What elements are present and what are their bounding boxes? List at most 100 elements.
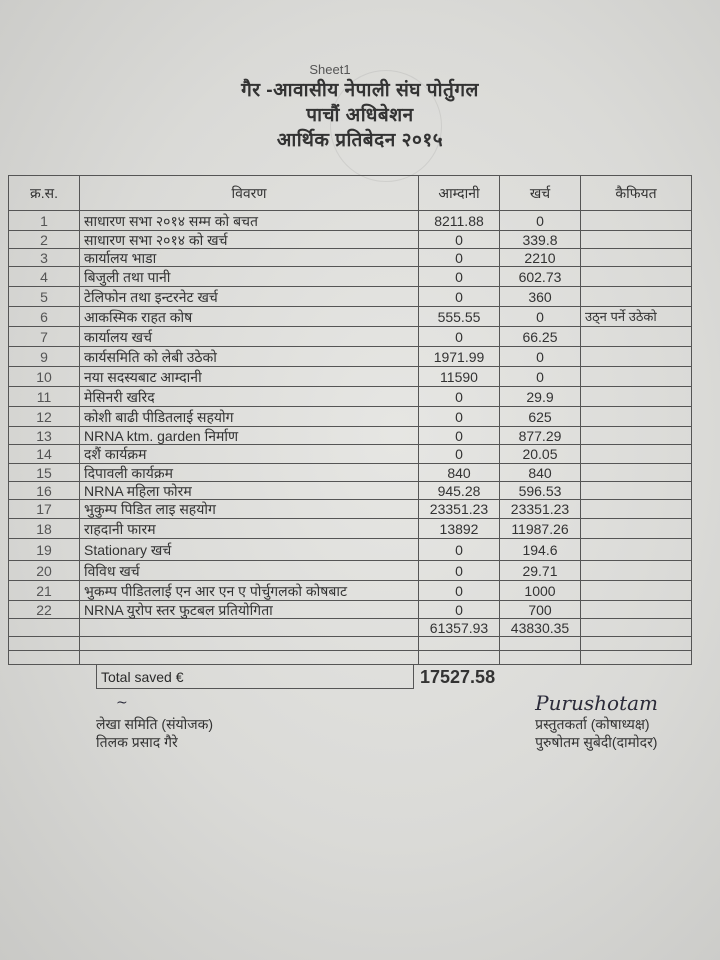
- row-number: 10: [8, 366, 80, 387]
- row-description: बिजुली तथा पानी: [79, 266, 419, 287]
- table-row: 12 कोशी बाढी पीडितलाई सहयोग 0 625: [8, 406, 692, 427]
- empty-cell: [79, 650, 419, 665]
- row-remark: [580, 426, 692, 445]
- row-expense: 2210: [499, 248, 581, 267]
- row-income: 0: [418, 580, 500, 601]
- table-row: 17 भुकुम्प पिडित लाइ सहयोग 23351.23 23351.2…: [8, 499, 692, 519]
- left-signatory-role: लेखा समिति (संयोजक): [96, 716, 214, 732]
- row-income: 0: [418, 286, 500, 307]
- row-expense: 625: [499, 406, 581, 427]
- row-number: 7: [8, 326, 80, 347]
- table-row: 14 दशैं कार्यक्रम 0 20.05: [8, 444, 692, 464]
- row-income: 0: [418, 444, 500, 464]
- row-remark: [580, 518, 692, 539]
- row-expense: 877.29: [499, 426, 581, 445]
- row-description: NRNA महिला फोरम: [79, 481, 419, 500]
- row-remark: [580, 286, 692, 307]
- empty-cell: [580, 636, 692, 651]
- table-row: 13 NRNA ktm. garden निर्माण 0 877.29: [8, 426, 692, 445]
- row-remark: [580, 463, 692, 482]
- row-expense: 11987.26: [499, 518, 581, 539]
- row-remark: [580, 326, 692, 347]
- row-description: दशैं कार्यक्रम: [79, 444, 419, 464]
- left-signatory: ~ लेखा समिति (संयोजक) तिलक प्रसाद गैरे: [96, 691, 213, 751]
- row-expense: 29.9: [499, 386, 581, 407]
- right-signature: Purushotam: [535, 691, 658, 715]
- row-number: 4: [8, 266, 80, 287]
- table-row: 4 बिजुली तथा पानी 0 602.73: [8, 266, 692, 287]
- session-subtitle: पाचौं अधिबेशन: [306, 105, 414, 126]
- empty-cell: [418, 636, 500, 651]
- row-income: 13892: [418, 518, 500, 539]
- row-remark: [580, 600, 692, 619]
- row-number: 22: [8, 600, 80, 619]
- row-remark: [580, 366, 692, 387]
- row-expense: 339.8: [499, 230, 581, 249]
- total-expense: 43830.35: [499, 618, 581, 637]
- table-row: 1 साधारण सभा २०१४ सम्म को बचत 8211.88 0: [8, 210, 692, 231]
- row-number: 5: [8, 286, 80, 307]
- row-description: NRNA युरोप स्तर फुटबल प्रतियोगिता: [79, 600, 419, 619]
- row-income: 0: [418, 386, 500, 407]
- table-row: 3 कार्यालय भाडा 0 2210: [8, 248, 692, 267]
- row-remark: [580, 538, 692, 561]
- row-description: कोशी बाढी पीडितलाई सहयोग: [79, 406, 419, 427]
- total-saved-line: Total saved € 17527.58: [8, 665, 698, 689]
- row-remark: उठ्न पर्ने उठेको: [580, 306, 692, 327]
- row-description: दिपावली कार्यक्रम: [79, 463, 419, 482]
- row-income: 0: [418, 600, 500, 619]
- row-number: 18: [8, 518, 80, 539]
- row-number: 14: [8, 444, 80, 464]
- row-expense: 0: [499, 346, 581, 367]
- row-description: मेसिनरी खरिद: [79, 386, 419, 407]
- total-saved-value: 17527.58: [420, 667, 496, 687]
- row-number: 17: [8, 499, 80, 519]
- signature-block: ~ लेखा समिति (संयोजक) तिलक प्रसाद गैरे P…: [8, 691, 698, 751]
- row-income: 0: [418, 406, 500, 427]
- row-expense: 66.25: [499, 326, 581, 347]
- row-number: 19: [8, 538, 80, 561]
- row-income: 0: [418, 230, 500, 249]
- report-body: क्र.स. विवरण आम्दानी खर्च कैफियत 1 साधारण…: [8, 175, 698, 751]
- empty-cell: [79, 618, 419, 637]
- row-income: 1971.99: [418, 346, 500, 367]
- row-remark: [580, 481, 692, 500]
- row-income: 8211.88: [418, 210, 500, 231]
- row-remark: [580, 580, 692, 601]
- table-row: 10 नया सदस्यबाट आम्दानी 11590 0: [8, 366, 692, 387]
- table-row: 19 Stationary खर्च 0 194.6: [8, 538, 692, 561]
- row-remark: [580, 560, 692, 581]
- table-row: 7 कार्यालय खर्च 0 66.25: [8, 326, 692, 347]
- row-expense: 23351.23: [499, 499, 581, 519]
- left-signatory-name: तिलक प्रसाद गैरे: [96, 734, 178, 750]
- row-expense: 596.53: [499, 481, 581, 500]
- row-number: 11: [8, 386, 80, 407]
- row-number: 6: [8, 306, 80, 327]
- row-expense: 700: [499, 600, 581, 619]
- row-income: 840: [418, 463, 500, 482]
- row-income: 555.55: [418, 306, 500, 327]
- row-remark: [580, 210, 692, 231]
- row-remark: [580, 499, 692, 519]
- row-description: भुकम्प पीडितलाई एन आर एन ए पोर्चुगलको को…: [79, 580, 419, 601]
- empty-cell: [79, 636, 419, 651]
- row-income: 0: [418, 248, 500, 267]
- column-header-sn: क्र.स.: [8, 175, 80, 211]
- row-remark: [580, 386, 692, 407]
- row-income: 0: [418, 266, 500, 287]
- empty-cell: [499, 636, 581, 651]
- row-expense: 0: [499, 366, 581, 387]
- row-remark: [580, 406, 692, 427]
- report-title: आर्थिक प्रतिबेदन २०१५: [276, 130, 444, 151]
- empty-cell: [580, 618, 692, 637]
- table-row: 11 मेसिनरी खरिद 0 29.9: [8, 386, 692, 407]
- column-header-remarks: कैफियत: [580, 175, 692, 211]
- table-row: 20 विविध खर्च 0 29.71: [8, 560, 692, 581]
- empty-cell: [418, 650, 500, 665]
- row-number: 3: [8, 248, 80, 267]
- row-description: विविध खर्च: [79, 560, 419, 581]
- row-number: 1: [8, 210, 80, 231]
- left-signature: ~: [116, 695, 128, 711]
- row-description: NRNA ktm. garden निर्माण: [79, 426, 419, 445]
- empty-cell: [8, 618, 80, 637]
